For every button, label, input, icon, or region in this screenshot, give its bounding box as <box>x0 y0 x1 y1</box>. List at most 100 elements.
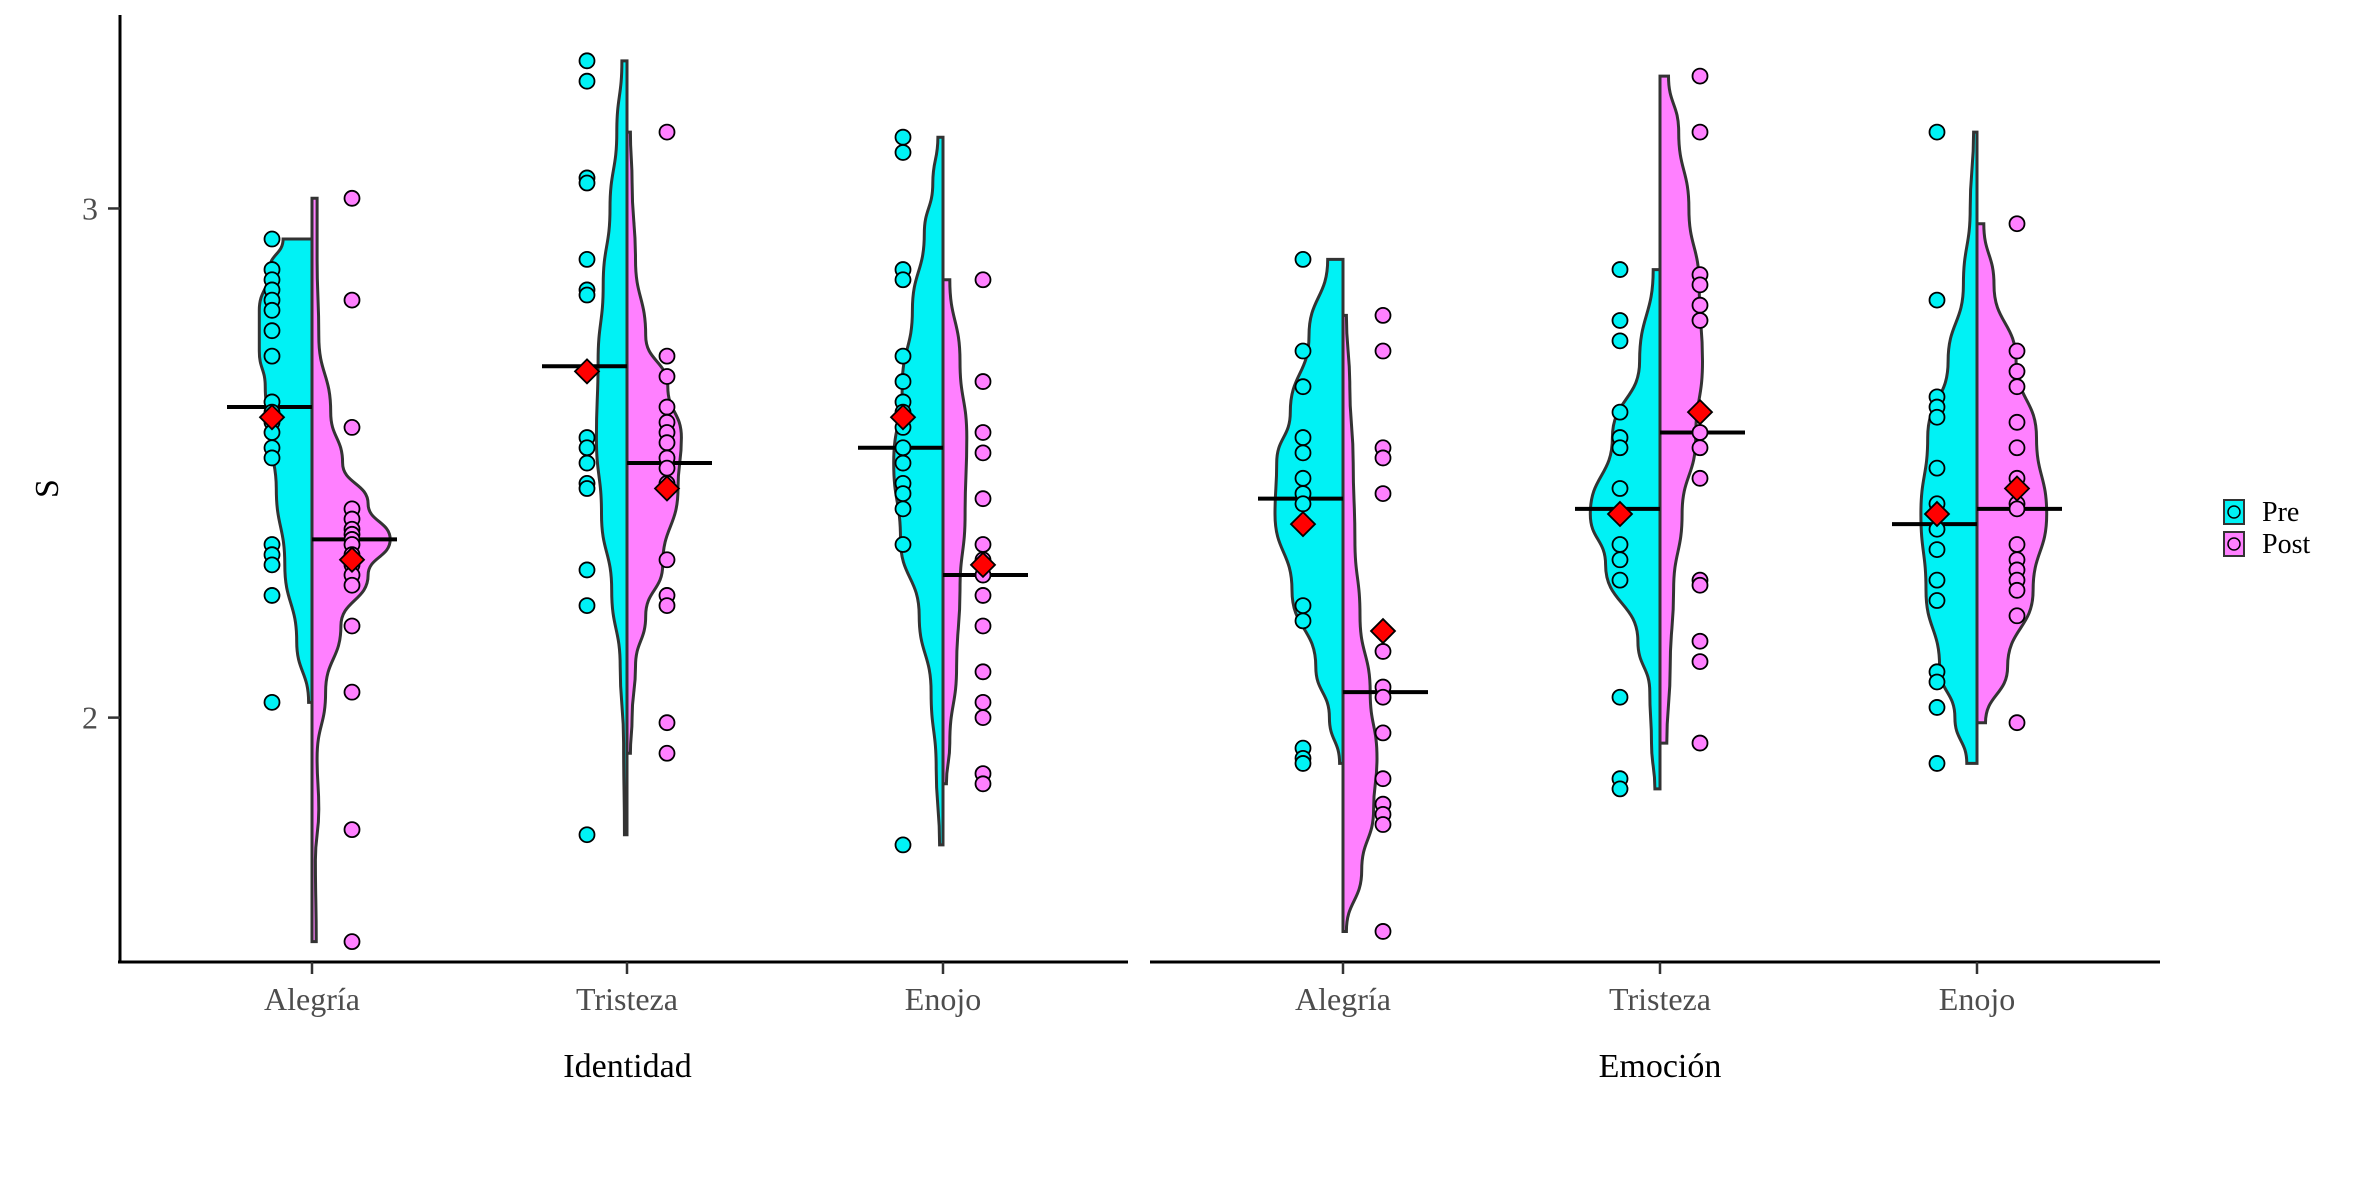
data-point-pre <box>578 174 596 192</box>
data-point-pre <box>1611 780 1629 798</box>
data-point-post <box>1374 923 1392 940</box>
data-point-post <box>2008 342 2026 360</box>
data-point-post <box>1374 485 1392 502</box>
data-point-post <box>974 271 992 289</box>
data-point-pre <box>1928 592 1946 609</box>
data-point-pre <box>263 449 281 467</box>
legend-label: Pre <box>2262 497 2299 528</box>
mean-marker-post <box>338 546 366 574</box>
mean-marker-post <box>2003 475 2031 502</box>
data-point-post <box>1374 688 1392 706</box>
data-point-post <box>1691 653 1709 671</box>
data-point-post <box>658 347 676 365</box>
data-point-post <box>2008 500 2026 518</box>
data-point-post <box>658 551 676 569</box>
data-point-pre <box>894 836 912 854</box>
data-point-post <box>2008 536 2026 553</box>
data-point-pre <box>578 439 596 457</box>
data-point-pre <box>578 826 596 844</box>
violin-post <box>1341 313 1379 933</box>
data-point-post <box>658 434 676 452</box>
data-point-pre <box>1611 480 1629 497</box>
y-tick-label: 3 <box>82 190 98 226</box>
data-point-post <box>974 693 992 711</box>
data-point-post <box>1691 312 1709 329</box>
data-point-pre <box>1611 332 1629 350</box>
legend-label: Post <box>2262 529 2310 560</box>
mean-marker-post <box>969 551 997 579</box>
data-point-post <box>658 714 676 732</box>
data-point-post <box>974 617 992 635</box>
data-point-post <box>1374 449 1392 467</box>
data-point-post <box>974 663 992 681</box>
data-point-post <box>2008 439 2026 457</box>
data-point-pre <box>578 454 596 472</box>
data-point-pre <box>263 693 281 711</box>
data-point-post <box>1691 276 1709 294</box>
mean-marker-post <box>1686 398 1714 426</box>
data-point-post <box>1691 576 1709 594</box>
data-point-pre <box>1928 459 1946 477</box>
data-point-post <box>343 576 361 594</box>
violin-pre <box>1588 268 1662 791</box>
data-point-pre <box>1928 408 1946 426</box>
data-point-pre <box>1928 755 1946 772</box>
data-point-post <box>1374 724 1392 742</box>
data-point-post <box>658 744 676 762</box>
data-point-post <box>974 775 992 793</box>
data-point-pre <box>1294 612 1312 630</box>
data-point-post <box>658 398 676 416</box>
violin-pair <box>1575 67 1745 798</box>
data-point-post <box>2008 215 2026 233</box>
data-point-post <box>1691 67 1709 85</box>
y-axis-title: S <box>29 479 66 498</box>
data-point-pre <box>1928 291 1946 309</box>
data-point-post <box>2008 581 2026 599</box>
legend-point-post <box>2227 537 2241 551</box>
data-point-pre <box>578 52 596 70</box>
data-point-post <box>343 419 361 436</box>
data-point-post <box>974 490 992 508</box>
x-axis-title: Emoción <box>1599 1048 1722 1085</box>
data-point-pre <box>263 322 281 340</box>
data-point-pre <box>1294 429 1312 446</box>
data-point-pre <box>894 485 912 502</box>
data-point-pre <box>894 271 912 289</box>
mean-marker-pre <box>889 403 917 431</box>
data-point-pre <box>263 587 281 604</box>
data-point-pre <box>578 72 596 90</box>
data-point-post <box>1374 816 1392 833</box>
violin-post <box>625 130 683 755</box>
data-point-post <box>974 587 992 604</box>
legend-point-pre <box>2227 505 2241 519</box>
mean-marker-pre <box>573 358 601 385</box>
data-point-pre <box>1928 673 1946 691</box>
data-point-pre <box>1928 123 1946 141</box>
data-point-pre <box>894 347 912 365</box>
data-point-post <box>1691 296 1709 314</box>
x-tick-label: Enojo <box>1939 981 2015 1017</box>
data-point-pre <box>894 536 912 553</box>
data-point-pre <box>263 230 281 248</box>
data-point-post <box>658 597 676 615</box>
data-point-post <box>974 444 992 462</box>
x-tick-label: Tristeza <box>576 981 678 1017</box>
data-point-pre <box>894 439 912 457</box>
data-point-pre <box>1611 571 1629 589</box>
data-point-post <box>974 373 992 390</box>
x-tick-label: Alegría <box>1295 981 1391 1017</box>
data-point-pre <box>263 347 281 365</box>
data-point-pre <box>894 454 912 472</box>
data-point-post <box>343 291 361 309</box>
mean-marker-pre <box>258 403 286 431</box>
data-point-pre <box>1294 444 1312 462</box>
data-point-post <box>974 424 992 441</box>
data-point-post <box>974 536 992 553</box>
data-point-pre <box>1611 536 1629 553</box>
data-point-post <box>2008 378 2026 396</box>
data-point-post <box>1691 632 1709 650</box>
violin-pre <box>594 59 629 837</box>
data-point-pre <box>894 128 912 146</box>
